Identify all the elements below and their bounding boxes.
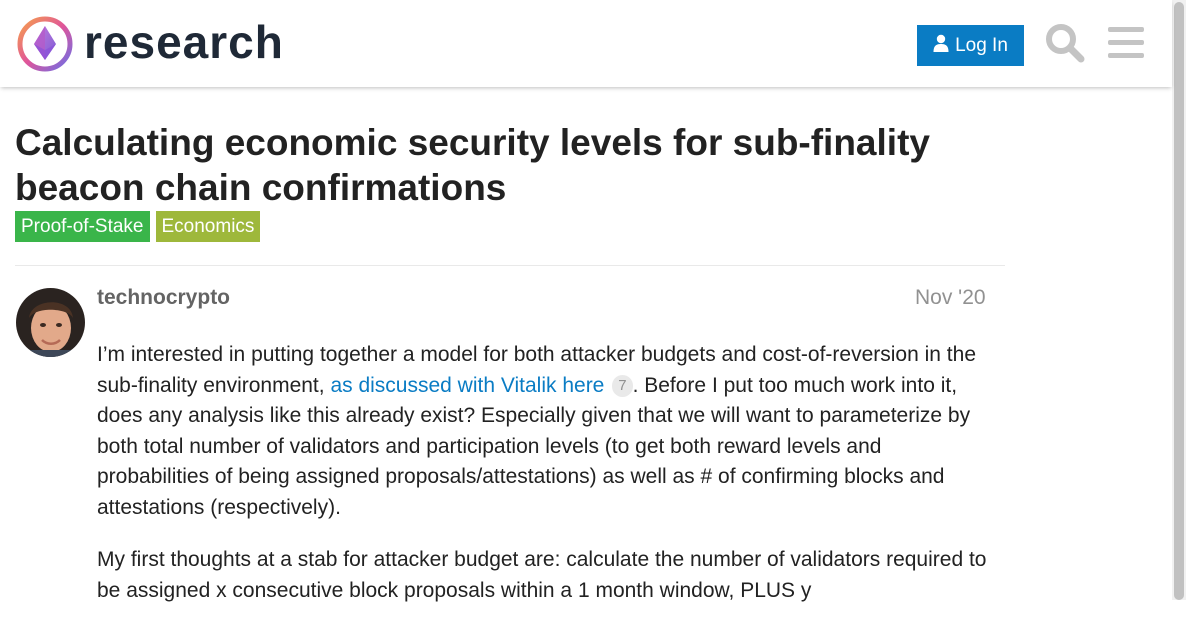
hamburger-menu-icon[interactable]: [1106, 22, 1146, 64]
site-brand[interactable]: research: [84, 16, 284, 68]
topic-tags: Proof-of-Stake Economics: [15, 211, 261, 242]
tag-economics[interactable]: Economics: [155, 211, 261, 242]
link-click-count: 7: [612, 374, 633, 397]
post-text: I’m interested in putting together a mod…: [97, 343, 976, 397]
discussion-link[interactable]: as discussed with Vitalik here: [330, 373, 605, 397]
divider: [15, 265, 1005, 266]
login-button[interactable]: Log In: [917, 25, 1024, 66]
post-paragraph: I’m interested in putting together a mod…: [97, 340, 997, 523]
post-text: . Before I put too much work into it, do…: [97, 373, 971, 519]
login-label: Log In: [955, 34, 1008, 56]
post-date[interactable]: Nov '20: [915, 286, 986, 309]
ethereum-research-logo-icon[interactable]: [16, 15, 74, 73]
post-body: I’m interested in putting together a mod…: [97, 340, 997, 628]
site-header: research Log In: [0, 0, 1172, 87]
post-paragraph: My first thoughts at a stab for attacker…: [97, 548, 987, 602]
user-icon: [933, 34, 949, 58]
tag-proof-of-stake[interactable]: Proof-of-Stake: [15, 211, 150, 242]
scrollbar-thumb[interactable]: [1174, 2, 1184, 600]
post-username[interactable]: technocrypto: [97, 286, 231, 309]
avatar[interactable]: [16, 288, 85, 357]
search-icon[interactable]: [1044, 22, 1086, 64]
topic-title[interactable]: Calculating economic security levels for…: [15, 122, 930, 208]
